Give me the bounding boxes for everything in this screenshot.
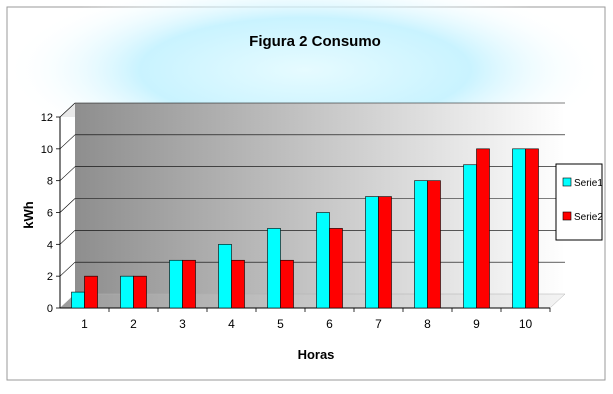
- x-tick-label: 4: [228, 317, 235, 331]
- x-tick-label: 10: [519, 317, 533, 331]
- gridline-side-2: [59, 230, 76, 245]
- x-tick-label: 9: [473, 317, 480, 331]
- legend-box: [555, 163, 603, 241]
- x-tick-label: 7: [375, 317, 382, 331]
- gridline-side-3: [59, 198, 76, 213]
- bars-group: [71, 148, 539, 309]
- y-axis-label: kWh: [21, 201, 36, 229]
- bar-serie2-3: [182, 259, 196, 309]
- bar-serie2-4: [231, 259, 245, 309]
- bar-serie1-7: [365, 196, 379, 309]
- bar-serie2-8: [427, 180, 441, 309]
- legend-label-serie2: Serie2: [574, 212, 603, 223]
- legend-swatch-serie1: [562, 177, 572, 187]
- gridline-side-5: [59, 134, 76, 150]
- gridline-side-1: [59, 261, 76, 277]
- legend-label-serie1: Serie1: [574, 178, 603, 189]
- bar-serie2-10: [525, 148, 539, 309]
- bar-serie2-1: [84, 275, 98, 309]
- y-tick-label: 6: [47, 208, 53, 220]
- bar-serie2-9: [476, 148, 490, 309]
- x-tick-label: 8: [424, 317, 431, 331]
- bar-serie2-6: [329, 228, 343, 309]
- gridline-side-4: [59, 166, 76, 181]
- bar-serie2-5: [280, 259, 294, 309]
- y-tick-label: 12: [41, 112, 53, 124]
- x-tick-label: 5: [277, 317, 284, 331]
- legend: Serie1 Serie2: [555, 163, 603, 241]
- x-tick-label: 2: [130, 317, 137, 331]
- bar-serie1-5: [267, 228, 281, 309]
- x-tick-label: 3: [179, 317, 186, 331]
- chart-title: Figura 2 Consumo: [249, 33, 381, 50]
- x-axis-label: Horas: [298, 347, 335, 362]
- gridline-side-6: [59, 102, 76, 118]
- bar-serie1-8: [414, 180, 428, 309]
- x-tick-labels: 1 2 3 4 5 6 7 8 9 10: [81, 308, 551, 331]
- y-tick-labels: 0 2 4 6 8 10 12: [41, 112, 60, 315]
- bar-serie1-6: [316, 212, 330, 309]
- y-tick-label: 10: [41, 144, 53, 156]
- x-tick-label: 1: [81, 317, 88, 331]
- y-tick-label: 8: [47, 176, 53, 188]
- bar-serie1-9: [463, 164, 477, 309]
- bar-serie1-10: [512, 148, 526, 309]
- legend-swatch-serie2: [562, 211, 572, 221]
- bar-serie1-1: [71, 291, 85, 309]
- bar-serie1-2: [120, 275, 134, 309]
- x-tick-label: 6: [326, 317, 333, 331]
- bar-serie1-3: [169, 259, 183, 309]
- bar-serie2-7: [378, 196, 392, 309]
- y-tick-label: 4: [47, 239, 53, 251]
- y-tick-label: 2: [47, 271, 53, 283]
- bar-serie2-2: [133, 275, 147, 309]
- bar-serie1-4: [218, 244, 232, 309]
- y-tick-label: 0: [47, 303, 53, 315]
